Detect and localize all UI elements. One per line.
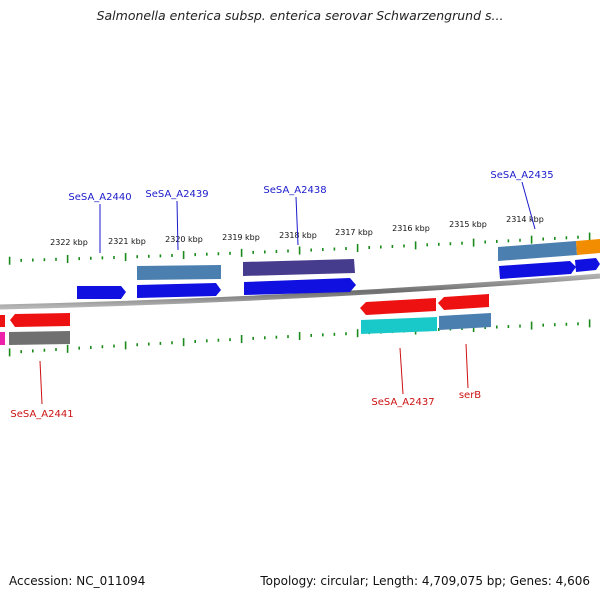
gene-label-SeSA_A2435[interactable]: SeSA_A2435	[490, 170, 553, 181]
gene-serB-cog-bar[interactable]	[439, 313, 491, 330]
gene-SeSA_A2435-cog-bar[interactable]	[498, 241, 577, 261]
kbp-label: 2320 kbp	[165, 235, 203, 244]
label-leaders	[39, 181, 536, 405]
gene-label-SeSA_A2439[interactable]: SeSA_A2439	[145, 189, 208, 200]
kbp-label: 2319 kbp	[222, 233, 260, 242]
gene-label-SeSA_A2437[interactable]: SeSA_A2437	[371, 397, 434, 408]
kbp-ruler-inner	[8, 319, 591, 357]
kbp-label: 2316 kbp	[392, 224, 430, 233]
gene-SeSA_A2437-arrow[interactable]	[360, 298, 436, 315]
gene-SeSA_A2439-arrow[interactable]	[137, 283, 221, 298]
kbp-label: 2321 kbp	[108, 237, 146, 246]
accession-text: Accession: NC_011094	[9, 574, 146, 588]
forward-genes	[77, 239, 600, 299]
kbp-label: 2317 kbp	[335, 228, 373, 237]
map-title: Salmonella enterica subsp. enterica sero…	[96, 8, 504, 23]
gene-labels: SeSA_A2440 SeSA_A2439 SeSA_A2438 SeSA_A2…	[10, 170, 553, 420]
kbp-label: 2315 kbp	[449, 220, 487, 229]
gene-arrow-edge[interactable]	[575, 258, 600, 272]
gene-label-SeSA_A2440[interactable]: SeSA_A2440	[68, 192, 131, 203]
gene-SeSA_A2441-arrow[interactable]	[10, 313, 70, 327]
gene-SeSA_A2438-cog-bar[interactable]	[243, 259, 355, 276]
gene-SeSA_A2439-cog-bar[interactable]	[137, 265, 221, 280]
gene-SeSA_A2435-arrow[interactable]	[499, 261, 576, 279]
gene-SeSA_A2441-cog-bar[interactable]	[9, 331, 70, 345]
topology-text: Topology: circular; Length: 4,709,075 bp…	[260, 574, 590, 588]
gene-SeSA_A2438-arrow[interactable]	[244, 278, 356, 295]
gene-label-SeSA_A2438[interactable]: SeSA_A2438	[263, 185, 326, 196]
gene-SeSA_A2437-cog-bar[interactable]	[361, 317, 437, 334]
gene-red-arrow-edge[interactable]	[0, 315, 5, 327]
kbp-ruler-outer	[8, 232, 591, 265]
gene-cog-bar-orange[interactable]	[576, 239, 600, 255]
gene-serB-arrow[interactable]	[438, 294, 489, 310]
gene-label-SeSA_A2441[interactable]: SeSA_A2441	[10, 409, 73, 420]
kbp-label: 2314 kbp	[506, 215, 544, 224]
reverse-genes	[0, 294, 491, 345]
gene-label-serB[interactable]: serB	[459, 390, 481, 401]
kbp-label: 2322 kbp	[50, 238, 88, 247]
genome-backbone	[0, 273, 600, 310]
gene-magenta-bar-edge[interactable]	[0, 332, 5, 345]
gene-SeSA_A2440-arrow[interactable]	[77, 286, 126, 299]
